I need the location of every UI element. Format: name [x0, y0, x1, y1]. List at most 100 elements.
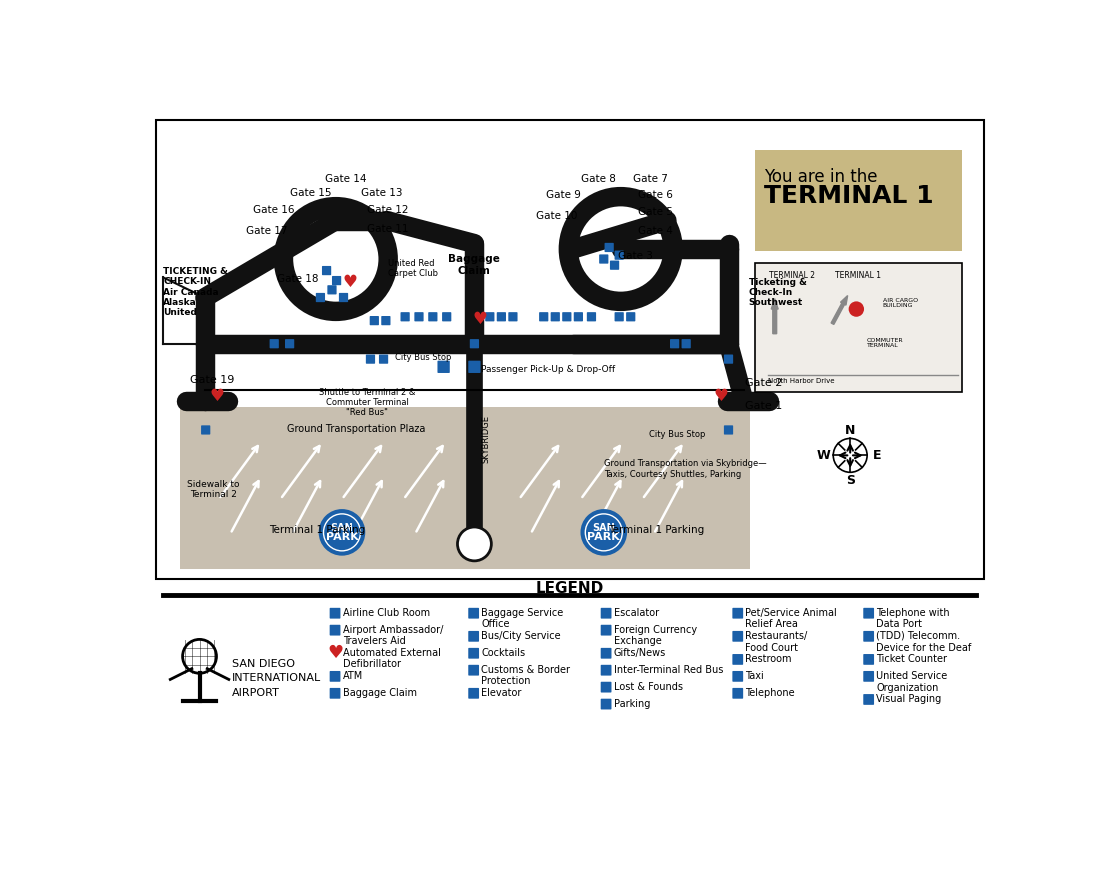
FancyBboxPatch shape — [600, 682, 612, 693]
FancyBboxPatch shape — [269, 339, 279, 348]
FancyBboxPatch shape — [733, 688, 743, 699]
Bar — [755, 263, 962, 392]
Circle shape — [848, 301, 864, 317]
Text: Shuttle to Terminal 2 &
Commuter Terminal
"Red Bus": Shuttle to Terminal 2 & Commuter Termina… — [319, 387, 416, 417]
FancyArrow shape — [772, 298, 778, 334]
Text: Visual Paging: Visual Paging — [876, 694, 942, 704]
Text: N: N — [845, 424, 855, 437]
FancyBboxPatch shape — [863, 631, 874, 642]
Text: Inter-Terminal Red Bus: Inter-Terminal Red Bus — [614, 665, 723, 675]
FancyBboxPatch shape — [626, 313, 635, 321]
Text: Elevator: Elevator — [481, 688, 522, 698]
Text: Ground Transportation Plaza: Ground Transportation Plaza — [287, 424, 425, 434]
Text: Gate 14: Gate 14 — [325, 174, 367, 185]
Text: TERMINAL 2: TERMINAL 2 — [770, 271, 815, 280]
Circle shape — [182, 639, 217, 673]
FancyBboxPatch shape — [329, 625, 340, 636]
Text: Gate 4: Gate 4 — [638, 226, 673, 236]
Text: LEGEND: LEGEND — [536, 581, 604, 596]
Text: Telephone with
Data Port: Telephone with Data Port — [876, 607, 950, 630]
Text: Sidewalk to
Terminal 2: Sidewalk to Terminal 2 — [187, 480, 240, 499]
Text: Gate 16: Gate 16 — [254, 205, 295, 215]
Text: Taxi: Taxi — [745, 671, 764, 681]
Circle shape — [457, 527, 492, 561]
Bar — [163, 597, 976, 788]
FancyBboxPatch shape — [563, 313, 572, 321]
Text: Gate 8: Gate 8 — [580, 174, 616, 185]
FancyBboxPatch shape — [863, 607, 874, 619]
Circle shape — [320, 511, 364, 554]
FancyBboxPatch shape — [332, 276, 341, 285]
FancyBboxPatch shape — [605, 242, 614, 252]
Text: Gate 6: Gate 6 — [638, 190, 673, 200]
FancyBboxPatch shape — [733, 654, 743, 665]
Text: Gate 18: Gate 18 — [277, 274, 318, 284]
FancyBboxPatch shape — [863, 694, 874, 705]
Text: S: S — [846, 473, 855, 487]
Text: Terminal 1 Parking: Terminal 1 Parking — [607, 525, 704, 535]
Text: AIR CARGO
BUILDING: AIR CARGO BUILDING — [883, 297, 917, 308]
Text: Baggage Service
Office: Baggage Service Office — [481, 607, 564, 630]
FancyBboxPatch shape — [615, 250, 624, 260]
FancyBboxPatch shape — [468, 631, 479, 642]
FancyBboxPatch shape — [610, 260, 619, 270]
Text: Restaurants/
Food Court: Restaurants/ Food Court — [745, 631, 807, 653]
Text: Ground Transportation via Skybridge—
Taxis, Courtesy Shuttles, Parking: Ground Transportation via Skybridge— Tax… — [604, 459, 766, 479]
Text: United Service
Organization: United Service Organization — [876, 671, 947, 693]
FancyBboxPatch shape — [863, 654, 874, 665]
FancyBboxPatch shape — [600, 648, 612, 659]
Text: Gate 15: Gate 15 — [289, 188, 331, 198]
FancyBboxPatch shape — [201, 425, 210, 434]
FancyBboxPatch shape — [415, 313, 424, 321]
Text: ♥: ♥ — [714, 387, 728, 405]
FancyBboxPatch shape — [599, 254, 608, 264]
Text: Gate 12: Gate 12 — [367, 205, 409, 215]
Text: Gate 17: Gate 17 — [246, 226, 287, 236]
FancyBboxPatch shape — [428, 313, 437, 321]
FancyBboxPatch shape — [600, 625, 612, 636]
Text: Airline Club Room: Airline Club Room — [342, 607, 430, 618]
Text: ♥: ♥ — [327, 645, 344, 662]
FancyBboxPatch shape — [863, 671, 874, 682]
Text: SAN: SAN — [593, 523, 615, 533]
Text: Foreign Currency
Exchange: Foreign Currency Exchange — [614, 625, 697, 646]
Text: TERMINAL 1: TERMINAL 1 — [835, 271, 881, 280]
Text: Gate 11: Gate 11 — [367, 224, 409, 234]
Text: Gifts/News: Gifts/News — [614, 648, 666, 658]
FancyBboxPatch shape — [550, 313, 559, 321]
Text: ATM: ATM — [342, 671, 363, 681]
FancyBboxPatch shape — [733, 631, 743, 642]
Text: PARK: PARK — [587, 532, 620, 542]
Text: Airport Ambassador/
Travelers Aid: Airport Ambassador/ Travelers Aid — [342, 625, 443, 646]
FancyBboxPatch shape — [733, 607, 743, 619]
Text: Gate 5: Gate 5 — [638, 207, 673, 217]
FancyBboxPatch shape — [600, 699, 612, 710]
FancyBboxPatch shape — [329, 688, 340, 699]
Text: W: W — [816, 448, 830, 462]
Text: North Harbor Drive: North Harbor Drive — [767, 378, 834, 385]
FancyBboxPatch shape — [485, 313, 495, 321]
Text: Gate 7: Gate 7 — [633, 174, 668, 185]
FancyBboxPatch shape — [733, 671, 743, 682]
Text: Passenger Pick-Up & Drop-Off: Passenger Pick-Up & Drop-Off — [481, 364, 615, 374]
Text: Cocktails: Cocktails — [481, 648, 526, 658]
Text: TICKETING &
CHECK-IN
Air Canada
Alaska
United: TICKETING & CHECK-IN Air Canada Alaska U… — [163, 266, 228, 317]
Bar — [180, 407, 751, 568]
Bar — [156, 121, 984, 579]
FancyBboxPatch shape — [327, 285, 337, 295]
Text: Ticket Counter: Ticket Counter — [876, 654, 947, 664]
FancyBboxPatch shape — [508, 313, 517, 321]
Text: Gate 3: Gate 3 — [617, 251, 653, 261]
FancyBboxPatch shape — [724, 425, 733, 434]
FancyBboxPatch shape — [329, 607, 340, 619]
FancyBboxPatch shape — [724, 354, 733, 364]
FancyBboxPatch shape — [497, 313, 506, 321]
FancyBboxPatch shape — [285, 339, 295, 348]
Text: Terminal 1 Parking: Terminal 1 Parking — [269, 525, 365, 535]
FancyBboxPatch shape — [322, 266, 331, 275]
Text: COMMUTER
TERMINAL: COMMUTER TERMINAL — [867, 337, 904, 348]
FancyBboxPatch shape — [587, 313, 596, 321]
Text: United Red
Carpet Club: United Red Carpet Club — [388, 259, 438, 279]
Text: PARK: PARK — [326, 532, 358, 542]
Text: Telephone: Telephone — [745, 688, 795, 698]
